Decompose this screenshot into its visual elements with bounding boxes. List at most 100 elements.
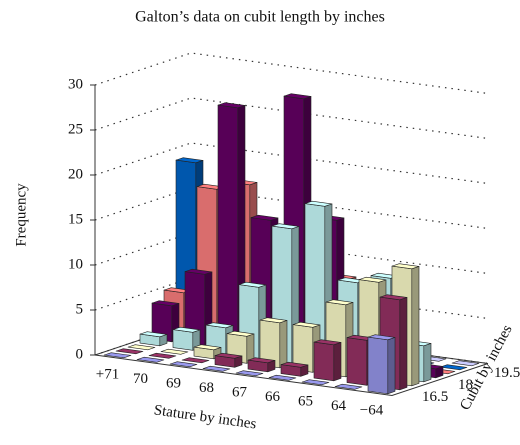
x-tick-label: −64	[360, 403, 384, 419]
bar-top	[283, 93, 312, 100]
x-tick-label: 69	[166, 376, 181, 392]
bar-top	[202, 365, 231, 372]
bar-side	[399, 297, 408, 391]
bar-top	[313, 339, 342, 346]
grid-line	[94, 232, 489, 275]
bar-top	[367, 334, 396, 341]
bar	[451, 360, 480, 367]
bar-top	[301, 379, 330, 386]
bar-top	[127, 344, 156, 351]
y-tick-label: 19.5	[494, 365, 520, 381]
bar-top	[451, 360, 480, 367]
bar	[247, 357, 276, 373]
z-tick-label: 25	[68, 121, 83, 137]
bar-top	[205, 322, 234, 329]
bar	[115, 348, 144, 355]
bar-front	[172, 329, 194, 351]
bar-top	[184, 268, 213, 275]
bar-front	[367, 336, 389, 395]
bar-top	[148, 352, 177, 359]
bar-top	[379, 294, 408, 301]
x-tick-label: 68	[199, 380, 214, 396]
bar-top	[439, 364, 468, 371]
z-tick-label: 0	[76, 346, 84, 362]
bar	[214, 352, 243, 368]
bar-side	[423, 343, 432, 383]
bar	[169, 361, 198, 368]
bar-top	[169, 361, 198, 368]
x-tick-label: 66	[265, 389, 281, 405]
x-axis-title: Stature by inches	[153, 402, 258, 432]
bar	[313, 339, 342, 382]
bar-top	[136, 356, 165, 363]
bar-side	[333, 342, 342, 382]
bar-top	[115, 348, 144, 355]
x-tick-label: 67	[232, 385, 248, 401]
floor-edge	[94, 354, 489, 397]
grid-line	[94, 187, 489, 230]
bar-top	[151, 300, 180, 307]
bar-top	[325, 299, 354, 306]
bar-top	[103, 352, 132, 359]
grid-line	[94, 322, 489, 365]
bar	[217, 102, 246, 352]
bar	[334, 383, 363, 390]
grid-line	[94, 142, 489, 185]
x-tick-label: 70	[133, 371, 148, 387]
bar	[139, 331, 168, 347]
bar-side	[279, 320, 288, 369]
bar	[268, 374, 297, 381]
bar	[280, 361, 309, 377]
bar	[301, 379, 330, 386]
bar	[439, 364, 468, 371]
bar-top	[160, 348, 189, 355]
bar-top	[358, 276, 387, 283]
bar-top	[226, 330, 255, 337]
bar-top	[181, 357, 210, 364]
bar-side	[387, 337, 396, 395]
bar-top	[250, 214, 279, 221]
bar-top	[271, 223, 300, 230]
bar-top	[193, 344, 222, 351]
bar-top	[247, 357, 276, 364]
bar	[148, 352, 177, 359]
z-tick-label: 15	[68, 211, 83, 227]
bar-top	[391, 263, 420, 270]
bar-top	[139, 331, 168, 338]
bar-top	[334, 383, 363, 390]
z-tick-label: 10	[68, 256, 83, 272]
bar-front	[346, 337, 368, 386]
bar-front	[313, 341, 335, 382]
z-axis-title: Frequency	[13, 183, 29, 247]
y-tick-label: 16.5	[422, 389, 448, 405]
bar	[103, 352, 132, 359]
bar	[202, 365, 231, 372]
bar	[136, 356, 165, 363]
z-tick-label: 30	[68, 76, 83, 92]
bar-top	[238, 281, 267, 288]
bar-top	[268, 374, 297, 381]
chart-title: Galton’s data on cubit length by inches	[135, 9, 385, 26]
bar	[367, 334, 396, 395]
x-tick-label: 64	[331, 398, 347, 414]
bar-top	[217, 102, 246, 109]
bar-top	[304, 200, 333, 207]
bar-top	[259, 317, 288, 324]
bar	[127, 344, 156, 351]
bar	[181, 357, 210, 364]
grid-line	[94, 52, 489, 95]
bar	[235, 370, 264, 377]
bar	[172, 326, 201, 351]
bar-top	[235, 370, 264, 377]
bar-top	[214, 352, 243, 359]
bar-top	[280, 361, 309, 368]
bar-top	[175, 157, 204, 164]
bar-top	[292, 321, 321, 328]
grid-line	[94, 277, 489, 320]
y-tick-label: 18	[458, 377, 473, 393]
grid-line	[94, 97, 489, 140]
bar	[160, 348, 189, 355]
x-tick-label: 65	[298, 394, 313, 410]
bar-top	[172, 326, 201, 333]
